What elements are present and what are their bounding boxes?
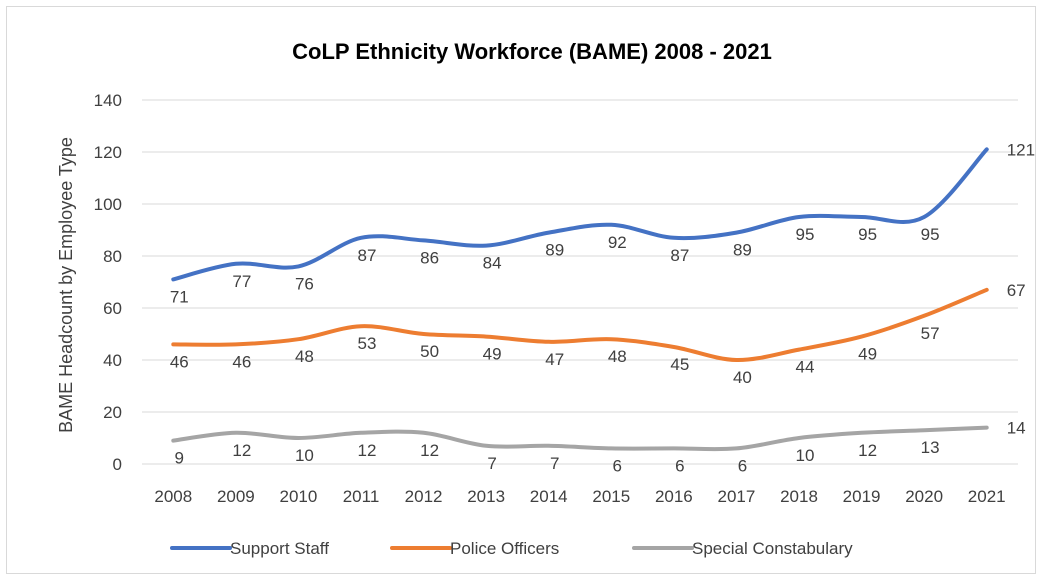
y-tick-label: 80 — [103, 247, 122, 266]
data-label: 92 — [608, 233, 627, 252]
y-tick-label: 140 — [94, 91, 122, 110]
data-label: 87 — [358, 246, 377, 265]
data-label: 9 — [175, 449, 184, 468]
series-line-support-staff — [171, 147, 989, 282]
data-label: 6 — [738, 456, 747, 475]
y-tick-label: 0 — [113, 455, 122, 474]
y-tick-label: 20 — [103, 403, 122, 422]
legend-label: Support Staff — [230, 539, 329, 558]
data-label: 46 — [170, 352, 189, 371]
x-tick-label: 2019 — [843, 487, 881, 506]
data-label: 14 — [1007, 419, 1026, 438]
data-label: 95 — [921, 225, 940, 244]
data-label: 50 — [420, 342, 439, 361]
data-label: 49 — [858, 345, 877, 364]
y-axis-title: BAME Headcount by Employee Type — [56, 137, 76, 433]
x-tick-label: 2021 — [968, 487, 1006, 506]
legend-label: Police Officers — [450, 539, 559, 558]
data-label: 89 — [545, 241, 564, 260]
x-tick-label: 2018 — [780, 487, 818, 506]
data-label: 86 — [420, 248, 439, 267]
x-tick-label: 2009 — [217, 487, 255, 506]
x-tick-label: 2017 — [718, 487, 756, 506]
data-label: 76 — [295, 274, 314, 293]
data-label: 46 — [232, 352, 251, 371]
data-label: 57 — [921, 324, 940, 343]
data-label: 47 — [545, 350, 564, 369]
data-label: 12 — [232, 441, 251, 460]
data-label: 48 — [295, 347, 314, 366]
data-label: 67 — [1007, 281, 1026, 300]
data-label: 71 — [170, 287, 189, 306]
data-label: 13 — [921, 438, 940, 457]
x-tick-label: 2013 — [467, 487, 505, 506]
series-line-special-constabulary — [171, 425, 989, 452]
x-tick-label: 2012 — [405, 487, 443, 506]
x-tick-label: 2015 — [592, 487, 630, 506]
legend-label: Special Constabulary — [692, 539, 853, 558]
gridlines — [142, 99, 1018, 465]
data-label: 48 — [608, 347, 627, 366]
data-label: 7 — [487, 454, 496, 473]
data-label: 10 — [796, 446, 815, 465]
data-label: 49 — [483, 345, 502, 364]
x-axis-ticks: 2008 2009 2010 2011 2012 2013 2014 2015 2016 2017… — [154, 487, 1005, 506]
chart-frame — [6, 6, 1036, 574]
y-tick-label: 100 — [94, 195, 122, 214]
data-label: 95 — [796, 225, 815, 244]
data-label: 7 — [550, 454, 559, 473]
x-tick-label: 2008 — [154, 487, 192, 506]
data-label: 89 — [733, 241, 752, 260]
data-label: 45 — [670, 355, 689, 374]
series-line-police-officers — [171, 287, 989, 363]
y-tick-label: 120 — [94, 143, 122, 162]
data-label: 12 — [420, 441, 439, 460]
x-tick-label: 2010 — [280, 487, 318, 506]
y-tick-label: 60 — [103, 299, 122, 318]
data-label: 12 — [858, 441, 877, 460]
data-label: 121 — [1007, 140, 1035, 159]
x-tick-label: 2020 — [905, 487, 943, 506]
data-label: 40 — [733, 368, 752, 387]
series-lines — [171, 147, 989, 452]
y-axis-ticks: 0 20 40 60 80 100 120 140 — [94, 91, 122, 474]
data-label: 53 — [358, 334, 377, 353]
data-label: 10 — [295, 446, 314, 465]
data-label: 12 — [358, 441, 377, 460]
x-tick-label: 2011 — [343, 487, 380, 506]
x-tick-label: 2016 — [655, 487, 693, 506]
data-label: 6 — [675, 456, 684, 475]
legend: Support Staff Police Officers Special Cons… — [170, 539, 853, 558]
data-label: 84 — [483, 254, 502, 273]
data-label: 6 — [613, 456, 622, 475]
x-tick-label: 2014 — [530, 487, 568, 506]
y-tick-label: 40 — [103, 351, 122, 370]
data-label: 87 — [670, 246, 689, 265]
data-label: 95 — [858, 225, 877, 244]
data-label: 77 — [232, 272, 251, 291]
chart-title: CoLP Ethnicity Workforce (BAME) 2008 - 2… — [292, 39, 772, 64]
data-label: 44 — [796, 358, 815, 377]
